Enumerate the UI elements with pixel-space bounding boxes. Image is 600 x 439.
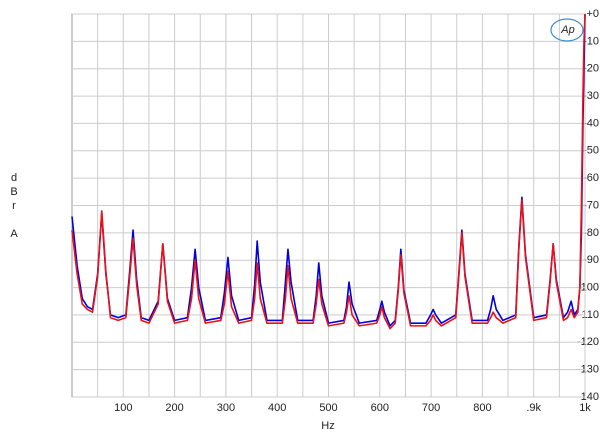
y-axis-label: d [11, 172, 17, 184]
x-tick-label: 400 [268, 402, 286, 414]
x-axis-label: Hz [321, 420, 334, 432]
y-tick-label: -120 [577, 336, 599, 348]
logo: Ap [560, 24, 574, 36]
y-tick-label: -100 [577, 281, 599, 293]
y-axis-label: B [10, 186, 17, 198]
y-tick-label: -140 [577, 391, 599, 403]
y-axis-label: r [12, 200, 16, 212]
y-tick-label: -70 [583, 199, 599, 211]
x-tick-label: 600 [371, 402, 389, 414]
y-tick-label: +0 [586, 8, 599, 20]
y-tick-label: -10 [583, 35, 599, 47]
y-tick-label: -110 [578, 309, 599, 321]
y-tick-label: -50 [583, 145, 599, 157]
y-tick-label: -90 [583, 254, 599, 266]
x-tick-label: .9k [526, 402, 541, 414]
y-axis-label: A [10, 228, 18, 240]
x-tick-label: 500 [319, 402, 337, 414]
y-tick-label: -40 [583, 117, 599, 129]
x-tick-label: 800 [473, 402, 491, 414]
x-tick-label: 300 [217, 402, 235, 414]
x-tick-label: 100 [114, 402, 132, 414]
x-tick-label: 200 [165, 402, 183, 414]
x-tick-label: 1k [579, 402, 591, 414]
logo-ring [550, 18, 584, 42]
y-tick-label: -60 [583, 172, 599, 184]
series-line [71, 13, 586, 330]
y-tick-label: -20 [583, 63, 599, 75]
y-tick-label: -130 [577, 364, 599, 376]
y-tick-label: -30 [583, 90, 599, 102]
x-tick-label: 700 [422, 402, 440, 414]
y-tick-label: -80 [583, 227, 599, 239]
